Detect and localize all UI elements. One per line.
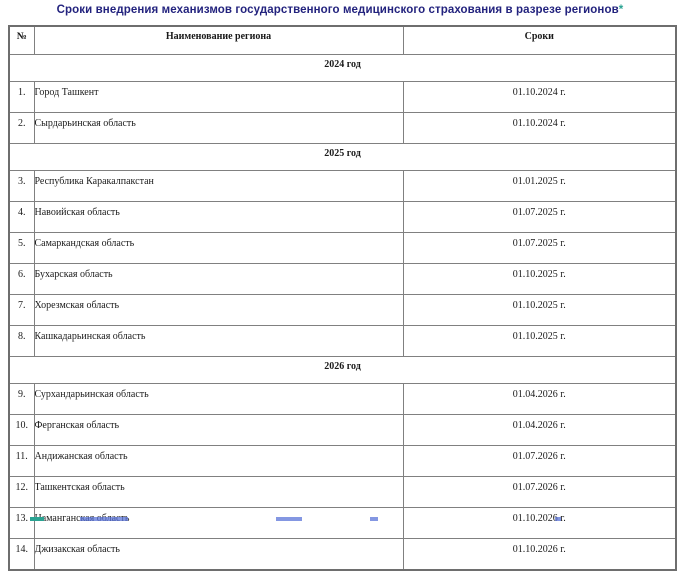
table-row: 9. Сурхандарьинская область 01.04.2026 г… — [8, 383, 677, 415]
column-header-number: № — [8, 25, 35, 55]
section-label: 2026 год — [8, 356, 677, 384]
row-date: 01.10.2025 г. — [402, 263, 677, 295]
row-region: Город Ташкент — [33, 81, 404, 113]
column-header-region: Наименование региона — [33, 25, 404, 55]
row-number: 2. — [8, 112, 35, 144]
row-region: Навоийская область — [33, 201, 404, 233]
row-date: 01.10.2025 г. — [402, 294, 677, 326]
section-row-2024: 2024 год — [8, 54, 677, 82]
table-row: 2. Сырдарьинская область 01.10.2024 г. — [8, 112, 677, 144]
row-region: Ташкентская область — [33, 476, 404, 508]
table-row: 12. Ташкентская область 01.07.2026 г. — [8, 476, 677, 508]
footnote-teal-fragment — [30, 517, 44, 521]
row-number: 3. — [8, 170, 35, 202]
row-date: 01.10.2026 г. — [402, 507, 677, 539]
section-row-2025: 2025 год — [8, 143, 677, 171]
page-title: Сроки внедрения механизмов государственн… — [0, 3, 680, 18]
table-row: 3. Республика Каракалпакстан 01.01.2025 … — [8, 170, 677, 202]
section-label: 2024 год — [8, 54, 677, 82]
table-row: 14. Джизакская область 01.10.2026 г. — [8, 538, 677, 571]
row-date: 01.10.2024 г. — [402, 81, 677, 113]
row-region: Хорезмская область — [33, 294, 404, 326]
section-label: 2025 год — [8, 143, 677, 171]
footnote-blue-fragment — [276, 517, 302, 521]
row-number: 10. — [8, 414, 35, 446]
row-region: Сурхандарьинская область — [33, 383, 404, 415]
row-date: 01.04.2026 г. — [402, 414, 677, 446]
table-row: 11. Андижанская область 01.07.2026 г. — [8, 445, 677, 477]
table-row: 13. Наманганская область 01.10.2026 г. — [8, 507, 677, 539]
row-date: 01.01.2025 г. — [402, 170, 677, 202]
footnote-blue-fragment — [80, 517, 128, 521]
row-number: 6. — [8, 263, 35, 295]
row-number: 5. — [8, 232, 35, 264]
row-date: 01.10.2026 г. — [402, 538, 677, 571]
table-row: 8. Кашкадарьинская область 01.10.2025 г. — [8, 325, 677, 357]
row-number: 7. — [8, 294, 35, 326]
footnote-blue-fragment — [370, 517, 378, 521]
row-region: Андижанская область — [33, 445, 404, 477]
footnote-blue-fragment — [555, 517, 561, 521]
footnote-cutoff-line — [0, 517, 680, 522]
row-date: 01.04.2026 г. — [402, 383, 677, 415]
row-date: 01.10.2025 г. — [402, 325, 677, 357]
row-date: 01.07.2025 г. — [402, 201, 677, 233]
row-number: 13. — [8, 507, 35, 539]
table-header-row: № Наименование региона Сроки — [8, 25, 677, 55]
regions-schedule-table: № Наименование региона Сроки 2024 год 1.… — [8, 25, 677, 571]
row-number: 11. — [8, 445, 35, 477]
row-region: Самаркандская область — [33, 232, 404, 264]
page-title-text: Сроки внедрения механизмов государственн… — [56, 4, 619, 16]
row-date: 01.07.2026 г. — [402, 445, 677, 477]
row-number: 9. — [8, 383, 35, 415]
table-row: 1. Город Ташкент 01.10.2024 г. — [8, 81, 677, 113]
section-row-2026: 2026 год — [8, 356, 677, 384]
row-region: Джизакская область — [33, 538, 404, 571]
row-date: 01.07.2026 г. — [402, 476, 677, 508]
row-date: 01.07.2025 г. — [402, 232, 677, 264]
column-header-dates: Сроки — [402, 25, 677, 55]
table-row: 7. Хорезмская область 01.10.2025 г. — [8, 294, 677, 326]
row-region: Наманганская область — [33, 507, 404, 539]
row-number: 12. — [8, 476, 35, 508]
row-region: Республика Каракалпакстан — [33, 170, 404, 202]
row-date: 01.10.2024 г. — [402, 112, 677, 144]
row-region: Ферганская область — [33, 414, 404, 446]
row-region: Сырдарьинская область — [33, 112, 404, 144]
row-number: 1. — [8, 81, 35, 113]
row-number: 8. — [8, 325, 35, 357]
table-row: 6. Бухарская область 01.10.2025 г. — [8, 263, 677, 295]
row-number: 4. — [8, 201, 35, 233]
table-row: 4. Навоийская область 01.07.2025 г. — [8, 201, 677, 233]
title-asterisk: * — [618, 4, 624, 16]
row-number: 14. — [8, 538, 35, 571]
table-row: 10. Ферганская область 01.04.2026 г. — [8, 414, 677, 446]
row-region: Кашкадарьинская область — [33, 325, 404, 357]
row-region: Бухарская область — [33, 263, 404, 295]
table-row: 5. Самаркандская область 01.07.2025 г. — [8, 232, 677, 264]
